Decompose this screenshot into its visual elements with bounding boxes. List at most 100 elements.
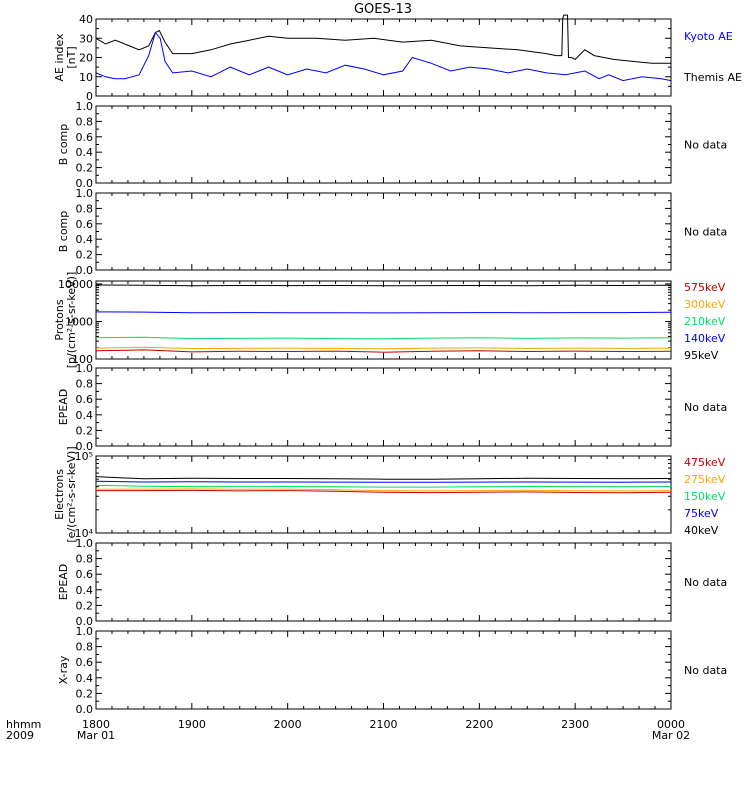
- y-tick-label: 10000: [58, 278, 93, 291]
- y-tick-label: 0.8: [76, 202, 94, 215]
- no-data-label: No data: [684, 664, 727, 677]
- y-tick-label: 0.4: [76, 584, 94, 597]
- y-tick-label: 100: [72, 353, 93, 366]
- legend-95kev: 95keV: [684, 349, 719, 362]
- y-tick-label: 40: [79, 13, 93, 26]
- no-data-label: No data: [684, 226, 727, 239]
- y-axis-unit: [nT]: [65, 46, 78, 68]
- series-line-40kev: [95, 476, 672, 480]
- y-tick-label: 0.4: [76, 672, 94, 685]
- y-tick-label: 0.2: [76, 162, 94, 175]
- y-tick-label: 0.2: [76, 599, 94, 612]
- y-tick-label: 0.6: [76, 568, 94, 581]
- series-line-475kev: [96, 489, 672, 494]
- panel-frame: [95, 192, 672, 271]
- y-axis-unit: [p/(cm²-s-sr-keV)]: [65, 272, 78, 369]
- legend-300kev: 300keV: [684, 298, 726, 311]
- y-tick-label: 1.0: [76, 362, 94, 375]
- y-axis-label: EPEAD: [57, 389, 70, 426]
- y-axis-label: AE index: [53, 33, 66, 82]
- panel-electrons: 10⁴ 10⁵ Electrons [e/(cm²-s-sr-keV)] 475keV 2…: [53, 446, 726, 542]
- time-tick-label: 2000: [274, 718, 302, 731]
- panel-bcomp2: 0.0 0.2 0.4 0.6 0.8 1.0 B comp No data: [57, 187, 727, 277]
- y-tick-label: 0.2: [76, 249, 94, 262]
- legend-140kev: 140keV: [684, 332, 726, 345]
- series-line-95kev: [95, 284, 672, 287]
- series-line-275kev: [95, 488, 672, 492]
- y-tick-label: 1.0: [76, 100, 94, 113]
- date-label-end: Mar 02: [652, 729, 690, 742]
- time-label-hhmm: hhmm: [6, 718, 41, 731]
- time-tick-label: 2200: [465, 718, 493, 731]
- date-label-start: Mar 01: [77, 729, 115, 742]
- y-axis-label: Protons: [53, 299, 66, 340]
- y-tick-label: 10⁵: [75, 450, 93, 463]
- y-tick-label: 0.2: [76, 687, 94, 700]
- series-line-kyoto-ae: [95, 31, 672, 82]
- series-line-themis-ae: [95, 14, 671, 64]
- legend-themis-ae: Themis AE: [683, 71, 742, 84]
- no-data-label: No data: [684, 139, 727, 152]
- y-tick-label: 0: [86, 90, 93, 103]
- panel-frame: [95, 18, 672, 97]
- y-tick-label: 0.0: [76, 440, 94, 453]
- panel-bcomp1: 0.0 0.2 0.4 0.6 0.8 1.0 B comp No data: [57, 100, 727, 190]
- series-line-150kev: [95, 484, 672, 488]
- y-axis-label: EPEAD: [57, 564, 70, 601]
- y-tick-label: 1.0: [76, 537, 94, 550]
- y-tick-label: 0.6: [76, 131, 94, 144]
- time-tick-label: 1800: [82, 718, 110, 731]
- y-tick-label: 10⁴: [75, 527, 94, 540]
- y-tick-label: 0.6: [76, 656, 94, 669]
- y-tick-label: 1.0: [76, 625, 94, 638]
- legend-kyoto-ae: Kyoto AE: [684, 30, 733, 43]
- plot-title: GOES-13: [354, 2, 412, 17]
- y-tick-label: 0.6: [76, 218, 94, 231]
- legend-275kev: 275keV: [684, 473, 726, 486]
- y-tick-label: 1.0: [76, 187, 94, 200]
- panel-epead2: 0.0 0.2 0.4 0.6 0.8 1.0 EPEAD No data: [57, 537, 727, 628]
- y-tick-label: 0.8: [76, 115, 94, 128]
- panel-xray: 0.0 0.2 0.4 0.6 0.8 1.0 X-ray No data: [57, 625, 727, 716]
- panel-frame: [95, 630, 672, 710]
- y-tick-label: 20: [79, 52, 93, 65]
- series-line-140kev: [95, 311, 672, 314]
- y-axis-label: X-ray: [57, 655, 70, 684]
- y-tick-label: 0.0: [76, 177, 94, 190]
- panel-ae: 0 10 20 30 40 AE index [nT] Kyoto AE Themis AE: [53, 13, 742, 103]
- legend-210kev: 210keV: [684, 315, 726, 328]
- y-axis-unit: [e/(cm²-s-sr-keV)]: [65, 446, 78, 542]
- y-tick-label: 30: [79, 32, 93, 45]
- y-axis-label: Electrons: [53, 469, 66, 520]
- no-data-label: No data: [684, 576, 727, 589]
- y-tick-label: 0.0: [76, 703, 94, 716]
- no-data-label: No data: [684, 401, 727, 414]
- time-tick-label: 0000: [657, 718, 685, 731]
- y-tick-label: 0.4: [76, 409, 94, 422]
- panel-protons: 100 1000 10000 Protons [p/(cm²-s-sr-keV)] 575…: [53, 272, 726, 369]
- y-tick-label: 10: [79, 71, 93, 84]
- series-line-210kev: [95, 336, 672, 340]
- legend-575kev: 575keV: [684, 281, 726, 294]
- y-axis-label: B comp: [57, 124, 70, 166]
- series-line-575kev: [95, 349, 672, 353]
- y-tick-label: 0.8: [76, 553, 94, 566]
- y-tick-label: 0.2: [76, 424, 94, 437]
- y-axis-label: B comp: [57, 211, 70, 253]
- y-tick-label: 0.4: [76, 233, 94, 246]
- time-tick-label: 2100: [370, 718, 398, 731]
- legend-475kev: 475keV: [684, 456, 726, 469]
- panel-epead1: 0.0 0.2 0.4 0.6 0.8 1.0 EPEAD No data: [57, 362, 727, 453]
- panel-frame: [95, 105, 672, 184]
- time-label-year: 2009: [6, 729, 34, 742]
- legend-150kev: 150keV: [684, 490, 726, 503]
- legend-75kev: 75keV: [684, 507, 719, 520]
- time-tick-label: 1900: [178, 718, 206, 731]
- y-tick-label: 0.8: [76, 378, 94, 391]
- panel-frame: [95, 455, 672, 534]
- series-line-75kev: [95, 480, 672, 483]
- panel-frame: [95, 280, 672, 360]
- y-tick-label: 1000: [65, 315, 93, 328]
- y-tick-label: 0.4: [76, 146, 94, 159]
